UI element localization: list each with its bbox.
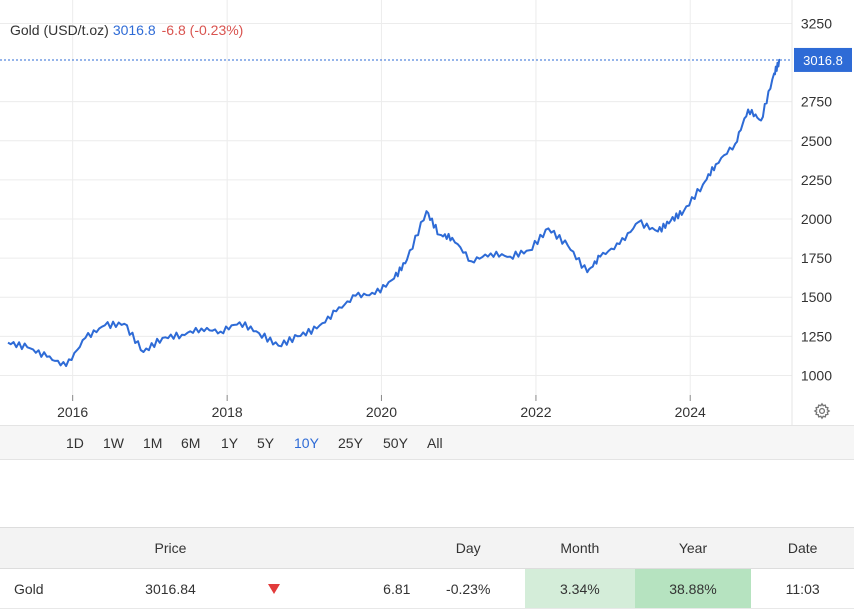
range-button-1y[interactable]: 1Y — [221, 435, 239, 451]
x-tick-label: 2018 — [212, 404, 243, 420]
y-tick-label: 1750 — [801, 250, 832, 266]
row-date: 11:03 — [751, 568, 854, 609]
series-line-gold — [7, 58, 781, 368]
range-button-1w[interactable]: 1W — [103, 435, 124, 451]
chart-area: 1000 1250 1500 1750 2000 2250 2500 2750 3250 201… — [0, 0, 852, 425]
header-arrow — [222, 527, 326, 569]
range-button-all[interactable]: All — [427, 435, 443, 451]
legend-name: Gold (USD/t.oz) — [10, 22, 109, 38]
y-tick-label: 1500 — [801, 289, 832, 305]
range-button-25y[interactable]: 25Y — [338, 435, 363, 451]
table-header-row: Price Day Month Year Date — [0, 527, 854, 569]
price-chart: 1000 1250 1500 1750 2000 2250 2500 2750 3250 201… — [0, 0, 852, 425]
legend-change: -6.8 (-0.23%) — [161, 22, 244, 38]
row-year: 38.88% — [634, 568, 752, 609]
y-tick-label: 1250 — [801, 328, 832, 344]
legend-price: 3016.8 — [112, 22, 156, 38]
y-tick-label: 2000 — [801, 211, 832, 227]
price-tag-label: 3016.8 — [803, 53, 843, 68]
range-button-1m[interactable]: 1M — [143, 435, 163, 451]
range-button-1d[interactable]: 1D — [66, 435, 84, 451]
gear-icon[interactable] — [813, 402, 831, 420]
arrow-down-icon — [267, 583, 280, 594]
y-tick-label: 2250 — [801, 172, 832, 188]
y-tick-label: 2750 — [801, 94, 832, 110]
range-button-10y[interactable]: 10Y — [294, 435, 319, 451]
header-price: Price — [118, 527, 223, 569]
header-name — [0, 527, 119, 569]
range-button-6m[interactable]: 6M — [181, 435, 201, 451]
row-price: 3016.84 — [118, 568, 223, 609]
header-year: Year — [634, 527, 752, 569]
row-change: 6.81 — [325, 568, 412, 609]
x-tick-label: 2024 — [675, 404, 706, 420]
range-button-50y[interactable]: 50Y — [383, 435, 408, 451]
range-button-5y[interactable]: 5Y — [257, 435, 275, 451]
range-selector: 1D 1W 1M 6M 1Y 5Y 10Y 25Y 50Y All — [0, 425, 854, 460]
y-tick-label: 1000 — [801, 367, 832, 383]
price-tag: 3016.8 — [794, 47, 852, 72]
header-month: Month — [525, 527, 635, 569]
quote-table: Price Day Month Year Date Gold 3016.84 6… — [0, 527, 854, 609]
header-date: Date — [751, 527, 854, 569]
y-tick-label: 2500 — [801, 133, 832, 149]
row-day: -0.23% — [411, 568, 526, 609]
x-tick-label: 2016 — [57, 404, 88, 420]
y-tick-label: 3250 — [801, 15, 832, 31]
x-tick-label: 2020 — [366, 404, 397, 420]
header-day: Day — [411, 527, 526, 569]
x-tick-label: 2022 — [520, 404, 551, 420]
price-tag-background — [794, 47, 852, 72]
chart-legend: Gold (USD/t.oz) 3016.8 -6.8 (-0.23%) — [10, 22, 243, 38]
header-change — [325, 527, 412, 569]
